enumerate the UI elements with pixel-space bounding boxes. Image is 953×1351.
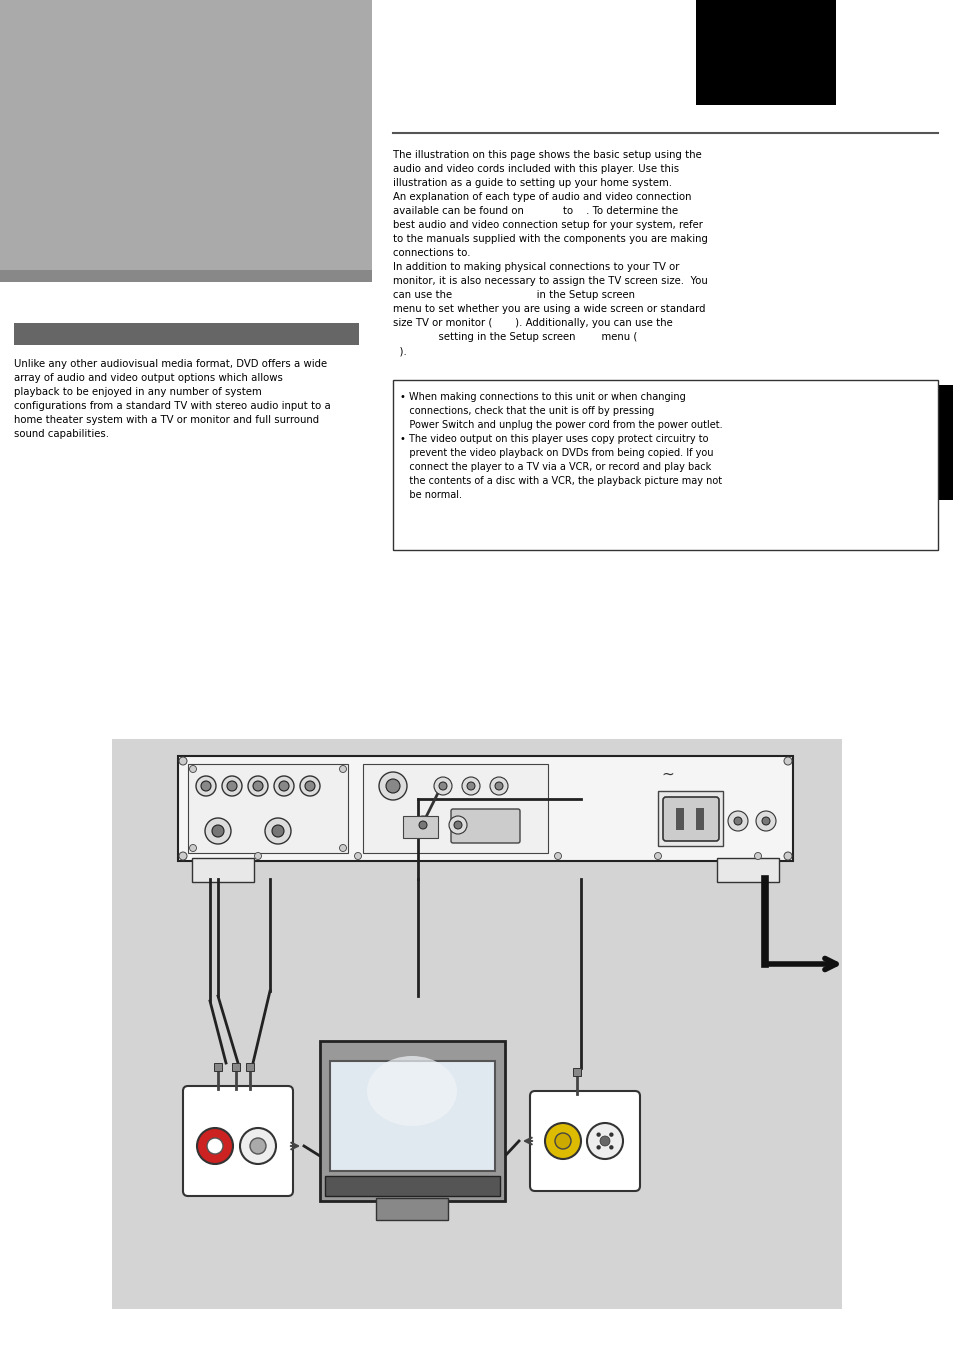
- Circle shape: [222, 775, 242, 796]
- Circle shape: [205, 817, 231, 844]
- Circle shape: [190, 766, 196, 773]
- Circle shape: [755, 811, 775, 831]
- Circle shape: [609, 1132, 613, 1136]
- Circle shape: [454, 821, 461, 830]
- FancyBboxPatch shape: [183, 1086, 293, 1196]
- Bar: [0, 270, 372, 282]
- Circle shape: [378, 771, 407, 800]
- Circle shape: [272, 825, 284, 838]
- Circle shape: [609, 1146, 613, 1150]
- Circle shape: [227, 781, 236, 790]
- Circle shape: [418, 821, 427, 830]
- Circle shape: [783, 757, 791, 765]
- Circle shape: [654, 852, 660, 859]
- Circle shape: [278, 781, 289, 790]
- Bar: [676, 808, 683, 830]
- Circle shape: [554, 852, 561, 859]
- Circle shape: [240, 1128, 275, 1165]
- Circle shape: [207, 1138, 223, 1154]
- Bar: [213, 1063, 222, 1071]
- Circle shape: [274, 775, 294, 796]
- Circle shape: [761, 817, 769, 825]
- Circle shape: [754, 852, 760, 859]
- Circle shape: [599, 1136, 609, 1146]
- FancyBboxPatch shape: [375, 1198, 448, 1220]
- Text: ~: ~: [661, 766, 674, 781]
- Circle shape: [355, 852, 361, 859]
- Bar: [573, 1069, 580, 1075]
- Circle shape: [467, 782, 475, 790]
- Circle shape: [555, 1133, 571, 1148]
- Circle shape: [265, 817, 291, 844]
- Bar: [402, 816, 437, 838]
- Circle shape: [195, 775, 215, 796]
- Bar: [178, 757, 792, 861]
- Bar: [363, 765, 547, 852]
- Circle shape: [449, 816, 467, 834]
- Bar: [696, 808, 703, 830]
- Circle shape: [434, 777, 452, 794]
- FancyBboxPatch shape: [192, 858, 253, 882]
- Bar: [14, 323, 358, 345]
- Circle shape: [254, 852, 261, 859]
- Bar: [393, 380, 937, 550]
- Text: The illustration on this page shows the basic setup using the
audio and video co: The illustration on this page shows the …: [393, 150, 707, 357]
- Circle shape: [299, 775, 319, 796]
- Circle shape: [190, 844, 196, 851]
- Circle shape: [386, 780, 399, 793]
- Circle shape: [305, 781, 314, 790]
- Circle shape: [179, 757, 187, 765]
- Text: Unlike any other audiovisual media format, DVD offers a wide
array of audio and : Unlike any other audiovisual media forma…: [14, 359, 331, 439]
- Bar: [905, 385, 953, 500]
- Bar: [112, 739, 841, 1309]
- Text: • When making connections to this unit or when changing
   connections, check th: • When making connections to this unit o…: [399, 392, 721, 500]
- FancyBboxPatch shape: [530, 1092, 639, 1192]
- Circle shape: [339, 844, 346, 851]
- Circle shape: [250, 1138, 266, 1154]
- Bar: [232, 1063, 240, 1071]
- Circle shape: [212, 825, 224, 838]
- Circle shape: [253, 781, 263, 790]
- Circle shape: [414, 816, 432, 834]
- FancyBboxPatch shape: [662, 797, 719, 842]
- Bar: [696, 0, 835, 105]
- Circle shape: [490, 777, 507, 794]
- Circle shape: [201, 781, 211, 790]
- Circle shape: [596, 1132, 600, 1136]
- Ellipse shape: [367, 1056, 456, 1125]
- Bar: [325, 1175, 499, 1196]
- Circle shape: [461, 777, 479, 794]
- Bar: [0, 0, 372, 270]
- FancyBboxPatch shape: [717, 858, 779, 882]
- Circle shape: [586, 1123, 622, 1159]
- Circle shape: [196, 1128, 233, 1165]
- Circle shape: [495, 782, 502, 790]
- Circle shape: [596, 1146, 600, 1150]
- Bar: [658, 790, 722, 846]
- FancyBboxPatch shape: [319, 1042, 504, 1201]
- Circle shape: [438, 782, 447, 790]
- Bar: [246, 1063, 253, 1071]
- Circle shape: [339, 766, 346, 773]
- Circle shape: [248, 775, 268, 796]
- Bar: [188, 765, 348, 852]
- Circle shape: [727, 811, 747, 831]
- Circle shape: [783, 852, 791, 861]
- Bar: [330, 1061, 495, 1171]
- Circle shape: [179, 852, 187, 861]
- Circle shape: [733, 817, 741, 825]
- FancyBboxPatch shape: [451, 809, 519, 843]
- Circle shape: [544, 1123, 580, 1159]
